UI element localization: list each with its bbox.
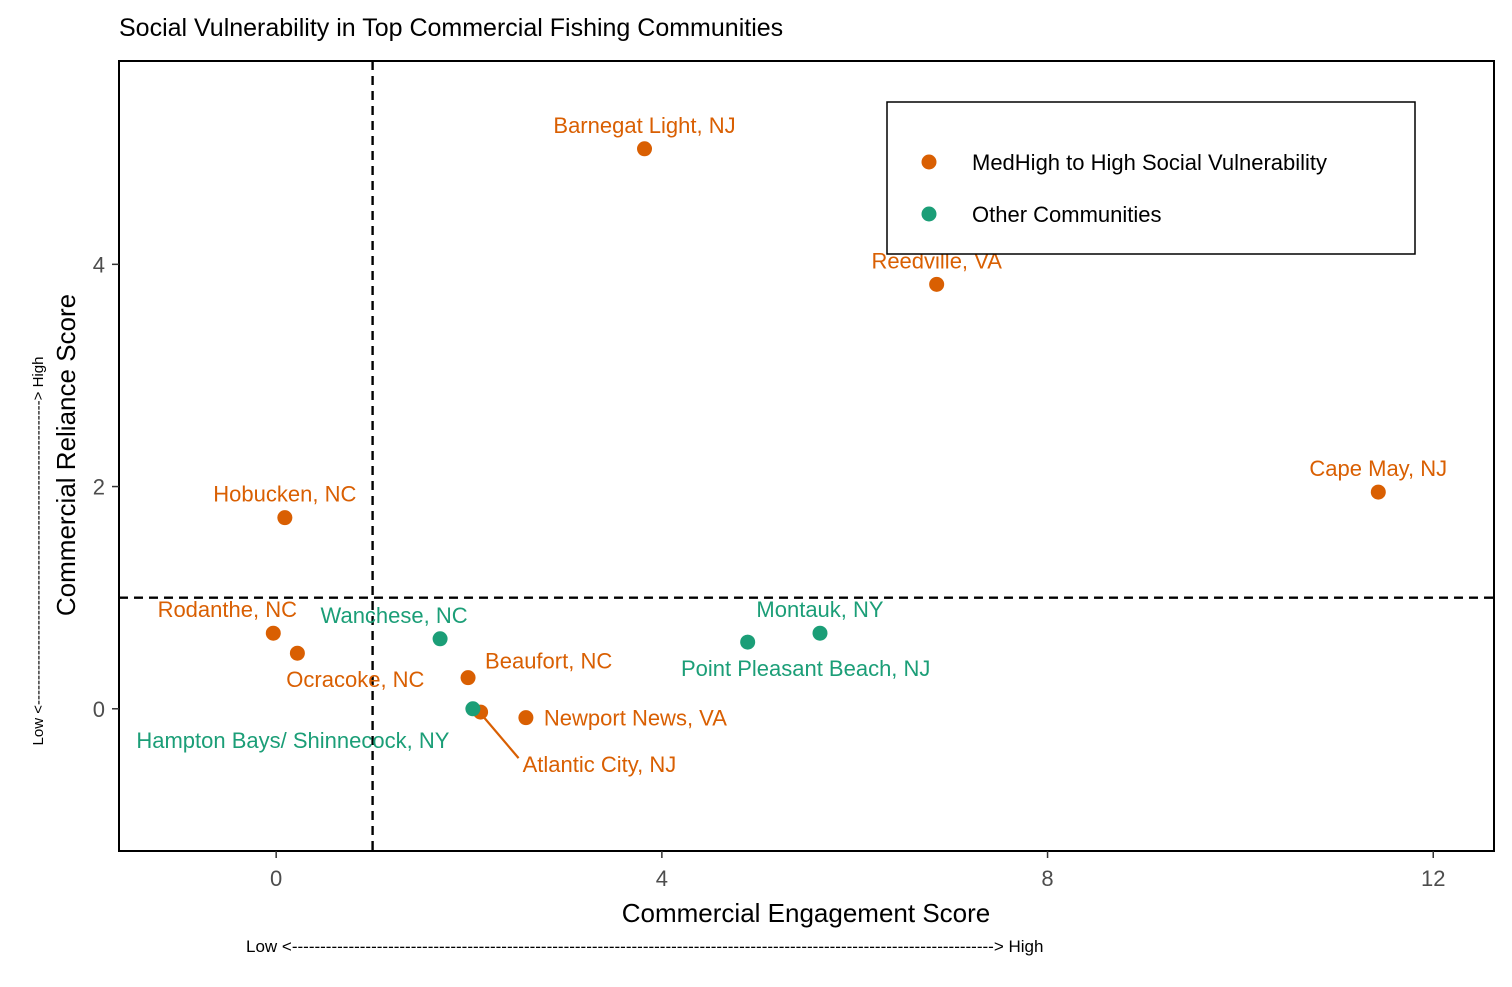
data-point bbox=[518, 710, 534, 726]
point-label: Newport News, VA bbox=[544, 706, 727, 731]
y-axis-label: Commercial Reliance Score bbox=[51, 294, 81, 616]
x-tick-label: 0 bbox=[270, 866, 282, 891]
data-point bbox=[432, 631, 448, 647]
x-tick-label: 4 bbox=[656, 866, 668, 891]
point-label: Rodanthe, NC bbox=[158, 597, 298, 622]
plot-panel bbox=[118, 60, 1495, 852]
y-tick-label: 4 bbox=[93, 252, 105, 277]
point-label: Ocracoke, NC bbox=[286, 667, 424, 692]
data-point bbox=[265, 625, 281, 641]
point-label: Cape May, NJ bbox=[1309, 456, 1447, 481]
legend-label: MedHigh to High Social Vulnerability bbox=[972, 150, 1327, 175]
data-point bbox=[460, 670, 476, 686]
point-label: Hobucken, NC bbox=[213, 482, 356, 507]
legend-label: Other Communities bbox=[972, 202, 1162, 227]
data-point bbox=[289, 645, 305, 661]
x-tick-label: 12 bbox=[1421, 866, 1445, 891]
x-axis-label: Commercial Engagement Score bbox=[622, 898, 991, 928]
point-label: Beaufort, NC bbox=[485, 649, 612, 674]
x-direction-label: Low <-----------------------------------… bbox=[246, 937, 1043, 956]
data-point bbox=[277, 510, 293, 526]
y-tick-label: 2 bbox=[93, 475, 105, 500]
data-point bbox=[929, 276, 945, 292]
data-point bbox=[637, 141, 653, 157]
point-label: Atlantic City, NJ bbox=[523, 752, 677, 777]
legend-key bbox=[921, 154, 937, 170]
point-label: Barnegat Light, NJ bbox=[553, 113, 735, 138]
y-tick-label: 0 bbox=[93, 697, 105, 722]
y-direction-label: Low <-----------------------------------… bbox=[30, 357, 47, 746]
point-label: Montauk, NY bbox=[756, 597, 883, 622]
point-label: Wanchese, NC bbox=[321, 603, 468, 628]
point-label: Hampton Bays/ Shinnecock, NY bbox=[136, 728, 449, 753]
data-point bbox=[465, 701, 481, 717]
label-leader-line bbox=[483, 717, 520, 759]
chart-title: Social Vulnerability in Top Commercial F… bbox=[119, 14, 783, 42]
data-point bbox=[740, 634, 756, 650]
legend-box bbox=[886, 101, 1416, 255]
data-point bbox=[812, 625, 828, 641]
data-point bbox=[1370, 484, 1386, 500]
x-tick-label: 8 bbox=[1041, 866, 1053, 891]
legend-key bbox=[921, 206, 937, 222]
point-label: Point Pleasant Beach, NJ bbox=[681, 656, 930, 681]
